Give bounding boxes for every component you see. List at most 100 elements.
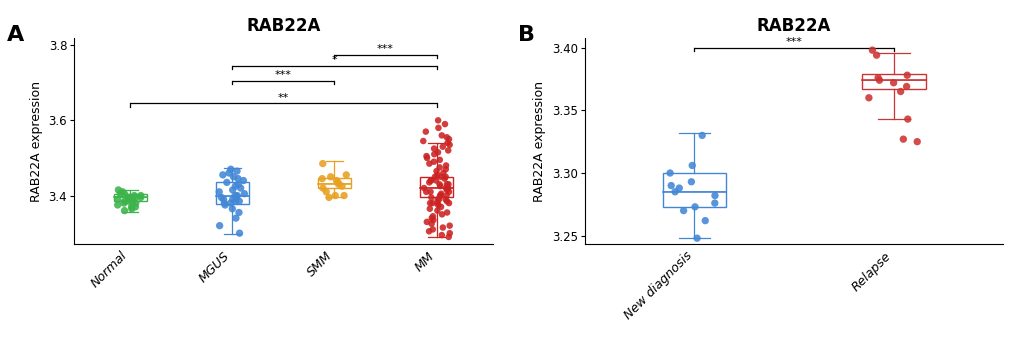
Point [438, 182, 454, 187]
Point [236, 191, 253, 196]
Point [426, 174, 442, 179]
Point [436, 176, 452, 181]
Point [908, 139, 924, 144]
Point [418, 153, 434, 159]
Point [335, 193, 352, 198]
Point [222, 200, 238, 206]
Point [662, 183, 679, 188]
Point [423, 215, 439, 221]
Point [684, 163, 700, 168]
Point [228, 168, 245, 174]
Point [439, 140, 455, 146]
Point [432, 204, 448, 210]
Point [869, 75, 886, 80]
Point [110, 197, 126, 202]
Point [675, 208, 691, 213]
Point [109, 202, 125, 208]
Point [686, 204, 702, 210]
Point [440, 200, 457, 206]
Point [429, 200, 445, 206]
Point [433, 191, 449, 196]
Point [423, 221, 439, 226]
Point [110, 187, 126, 193]
Point [899, 116, 915, 122]
Point [429, 197, 445, 202]
Point [216, 200, 232, 206]
Point [440, 189, 457, 195]
Point [867, 53, 883, 58]
Bar [420, 177, 452, 197]
Point [426, 146, 442, 151]
Point [115, 200, 131, 206]
Point [419, 155, 435, 161]
Point [224, 206, 240, 212]
Point [438, 210, 454, 215]
Point [227, 215, 244, 221]
Point [213, 195, 229, 200]
Point [431, 182, 447, 187]
Point [693, 133, 709, 138]
Point [440, 182, 457, 187]
Point [870, 78, 887, 83]
Text: *: * [331, 55, 337, 65]
Point [330, 182, 346, 187]
Point [884, 80, 901, 85]
Point [126, 193, 143, 198]
Point [430, 202, 446, 208]
Point [321, 195, 337, 200]
Point [329, 180, 345, 185]
Point [132, 193, 149, 198]
Point [214, 172, 230, 178]
Point [431, 165, 447, 170]
Text: **: ** [277, 93, 288, 103]
Point [432, 183, 448, 189]
Y-axis label: RAB22A expression: RAB22A expression [30, 81, 43, 202]
Point [433, 133, 449, 138]
Point [211, 223, 227, 228]
Point [127, 204, 144, 210]
Text: A: A [7, 25, 24, 45]
Point [418, 219, 434, 225]
Text: ***: *** [275, 70, 291, 80]
Point [895, 136, 911, 142]
Point [433, 212, 449, 217]
Point [217, 202, 233, 208]
Point [434, 225, 450, 230]
Point [892, 89, 908, 94]
Point [706, 200, 722, 206]
Point [431, 193, 447, 198]
Point [416, 185, 432, 191]
Point [114, 189, 130, 195]
Point [418, 189, 434, 195]
Point [440, 234, 457, 240]
Point [863, 47, 879, 53]
Point [430, 118, 446, 123]
Point [337, 172, 354, 178]
Point [122, 197, 139, 202]
Point [211, 189, 227, 195]
Point [124, 199, 141, 204]
Point [333, 183, 350, 189]
Point [318, 189, 334, 195]
Point [322, 174, 338, 179]
Point [218, 180, 234, 185]
Point [683, 179, 699, 184]
Point [437, 166, 453, 172]
Point [898, 73, 914, 78]
Point [116, 191, 132, 196]
Point [224, 197, 240, 202]
Point [438, 199, 454, 204]
Point [431, 157, 447, 163]
Point [666, 189, 683, 195]
Point [228, 195, 245, 200]
Point [422, 178, 438, 183]
Point [439, 185, 455, 191]
Point [706, 193, 722, 198]
Point [437, 197, 453, 202]
Point [315, 185, 331, 191]
Point [230, 182, 247, 187]
Point [229, 193, 246, 198]
Point [441, 223, 458, 228]
Point [120, 195, 137, 200]
Bar [216, 182, 249, 204]
